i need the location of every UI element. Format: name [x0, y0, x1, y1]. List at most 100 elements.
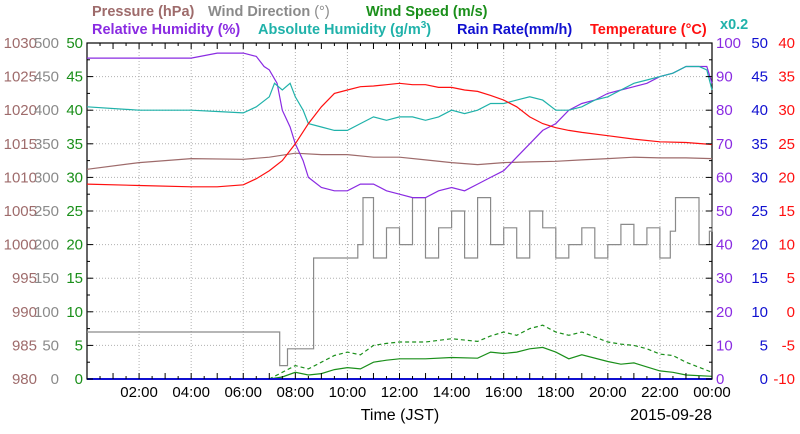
- legend-pressure: Pressure (hPa): [92, 4, 195, 20]
- series-temperature-c: [86, 82, 713, 188]
- y-tick-label-pressure: 1010: [4, 169, 37, 186]
- legend-absolute-humidity-tail: ): [426, 22, 431, 38]
- y-tick-label-rel-humidity: 60: [716, 169, 733, 186]
- y-tick-label-rel-humidity: 90: [716, 69, 733, 86]
- y-tick-label-temperature: 40: [778, 35, 795, 52]
- y-tick-label-wind-direction: 350: [34, 136, 59, 153]
- y-tick-label-rel-humidity: 70: [716, 136, 733, 153]
- y-tick-label-wind-speed: 45: [66, 69, 83, 86]
- y-tick-label-wind-speed: 10: [66, 304, 83, 321]
- y-tick-label-pressure: 980: [12, 371, 37, 388]
- y-tick-label-temperature: 5: [787, 270, 795, 287]
- abs-humidity-scale-note: x0.2: [720, 17, 748, 33]
- x-tick-label: 18:00: [537, 384, 575, 401]
- y-tick-label-wind-speed: 15: [66, 270, 83, 287]
- y-tick-label-rel-humidity: 30: [716, 270, 733, 287]
- y-tick-label-wind-speed: 35: [66, 136, 83, 153]
- y-tick-label-pressure: 1025: [4, 69, 37, 86]
- x-tick-label: 14:00: [433, 384, 471, 401]
- y-tick-label-wind-speed: 30: [66, 169, 83, 186]
- y-tick-label-rel-humidity: 80: [716, 102, 733, 119]
- y-tick-label-rel-humidity: 20: [716, 304, 733, 321]
- y-tick-label-temperature: 35: [778, 69, 795, 86]
- y-tick-label-rel-humidity: 100: [716, 35, 741, 52]
- y-tick-label-pressure: 1005: [4, 203, 37, 220]
- y-tick-label-rel-humidity: 50: [716, 203, 733, 220]
- tick-marks: [86, 42, 713, 380]
- legend-wind-speed: Wind Speed (m/s): [366, 4, 488, 20]
- y-tick-label-rain-rate: 25: [751, 203, 768, 220]
- y-tick-label-wind-direction: 450: [34, 69, 59, 86]
- legend-temperature: Temperature (°C): [590, 22, 707, 38]
- y-tick-label-rain-rate: 35: [751, 136, 768, 153]
- y-tick-label-pressure: 990: [12, 304, 37, 321]
- y-tick-label-pressure: 1000: [4, 237, 37, 254]
- y-tick-label-rel-humidity: 40: [716, 237, 733, 254]
- date-label: 2015-09-28: [630, 407, 712, 424]
- y-tick-label-wind-direction: 150: [34, 270, 59, 287]
- y-tick-label-rel-humidity: 10: [716, 337, 733, 354]
- y-tick-label-wind-speed: 50: [66, 35, 83, 52]
- y-tick-label-rain-rate: 5: [760, 337, 768, 354]
- x-tick-label: 16:00: [485, 384, 523, 401]
- x-tick-label: 22:00: [641, 384, 679, 401]
- legend-rain-rate: Rain Rate(mm/h): [457, 22, 572, 38]
- legend-wind-direction-text: Wind Direction: [208, 4, 310, 20]
- y-tick-label-temperature: -5: [782, 337, 795, 354]
- y-tick-label-temperature: 15: [778, 203, 795, 220]
- y-tick-label-pressure: 1020: [4, 102, 37, 119]
- axis-labels: 02:00 04:00 06:00 08:00 10:00 12:00 14:00 16:00…: [4, 35, 795, 401]
- y-tick-label-rain-rate: 30: [751, 169, 768, 186]
- legend-wind-direction: Wind Direction (°): [208, 4, 330, 20]
- y-tick-label-temperature: 0: [787, 304, 795, 321]
- y-tick-label-wind-speed: 5: [75, 337, 83, 354]
- y-tick-label-wind-direction: 50: [42, 337, 59, 354]
- y-tick-label-rain-rate: 15: [751, 270, 768, 287]
- x-tick-label: 06:00: [224, 384, 262, 401]
- series-wind-direction: [87, 197, 713, 367]
- x-axis-title: Time (JST): [361, 407, 440, 424]
- y-tick-label-rain-rate: 10: [751, 304, 768, 321]
- y-tick-label-pressure: 985: [12, 337, 37, 354]
- x-tick-label: 08:00: [277, 384, 315, 401]
- y-tick-label-wind-direction: 500: [34, 35, 59, 52]
- series-absolute-humidity-g-m3: [86, 65, 713, 131]
- y-tick-label-temperature: 20: [778, 169, 795, 186]
- y-tick-label-wind-direction: 400: [34, 102, 59, 119]
- y-tick-label-wind-direction: 100: [34, 304, 59, 321]
- y-tick-label-wind-direction: 200: [34, 237, 59, 254]
- y-tick-label-rain-rate: 40: [751, 102, 768, 119]
- y-tick-label-pressure: 1015: [4, 136, 37, 153]
- series-relative-humidity: [87, 52, 713, 199]
- y-tick-label-pressure: 995: [12, 270, 37, 287]
- y-tick-label-temperature: 10: [778, 237, 795, 254]
- y-tick-label-rel-humidity: 0: [716, 371, 724, 388]
- y-tick-label-temperature: 25: [778, 136, 795, 153]
- y-tick-label-wind-speed: 0: [75, 371, 83, 388]
- legend-relative-humidity: Relative Humidity (%): [92, 22, 240, 38]
- y-tick-label-wind-direction: 250: [34, 203, 59, 220]
- legend-wind-direction-unit: (°): [314, 4, 329, 20]
- legend-absolute-humidity: Absolute Humidity (g/m3): [258, 20, 431, 38]
- legend-absolute-humidity-text: Absolute Humidity (g/m: [258, 22, 421, 38]
- x-tick-label: 00:00: [693, 384, 731, 401]
- y-tick-label-temperature: 30: [778, 102, 795, 119]
- y-tick-label-wind-direction: 0: [51, 371, 59, 388]
- y-tick-label-rain-rate: 50: [751, 35, 768, 52]
- y-tick-label-rain-rate: 0: [760, 371, 768, 388]
- y-tick-label-wind-speed: 25: [66, 203, 83, 220]
- y-tick-label-rain-rate: 20: [751, 237, 768, 254]
- legend-absolute-humidity-sup: 3: [421, 20, 427, 31]
- y-tick-label-temperature: -10: [773, 371, 795, 388]
- series-wind-speed-gust-m-s: [87, 324, 713, 380]
- y-tick-label-pressure: 1030: [4, 35, 37, 52]
- y-tick-label-wind-speed: 20: [66, 237, 83, 254]
- x-tick-label: 02:00: [120, 384, 158, 401]
- x-tick-label: 20:00: [589, 384, 627, 401]
- x-tick-label: 10:00: [329, 384, 367, 401]
- x-tick-label: 12:00: [381, 384, 419, 401]
- y-tick-label-wind-speed: 40: [66, 102, 83, 119]
- y-tick-label-rain-rate: 45: [751, 69, 768, 86]
- y-tick-label-wind-direction: 300: [34, 169, 59, 186]
- series-pressure-hpa: [86, 152, 713, 170]
